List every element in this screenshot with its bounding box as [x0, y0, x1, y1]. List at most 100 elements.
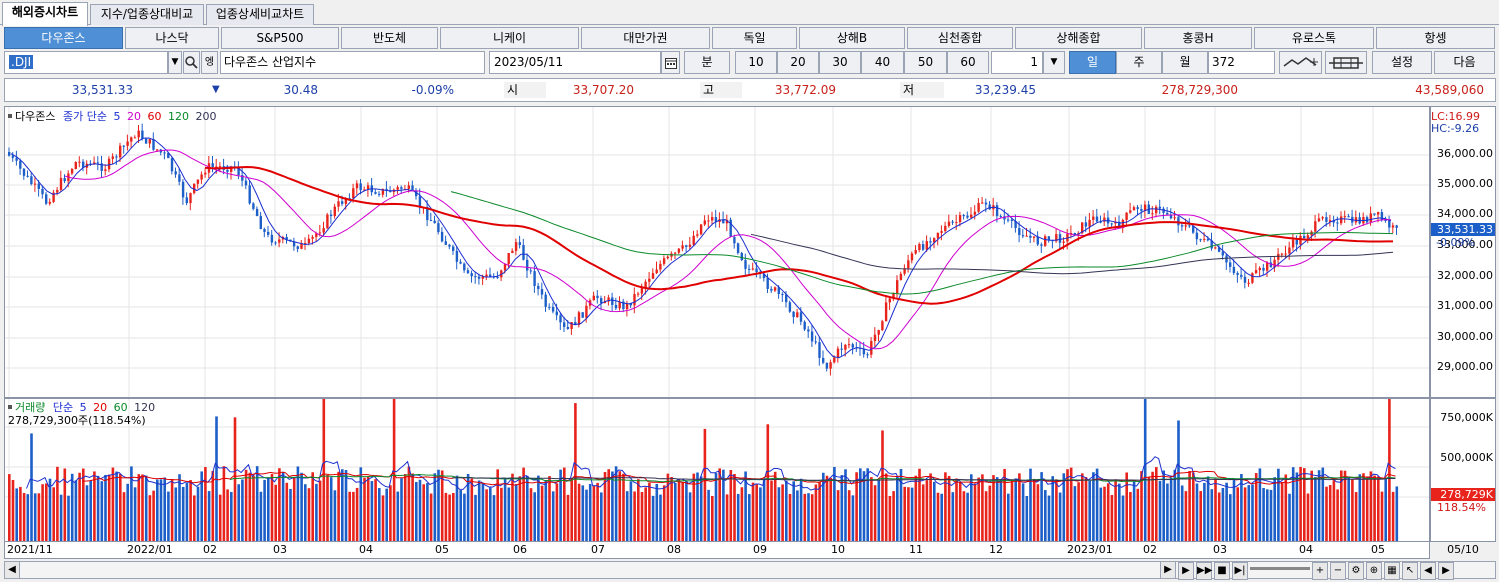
candle	[729, 219, 732, 237]
weekly-button[interactable]: 주	[1116, 51, 1162, 74]
skip-icon[interactable]: ▶|	[1232, 562, 1248, 580]
candle	[1328, 220, 1332, 222]
next-button[interactable]: 다음	[1434, 51, 1495, 74]
candle	[995, 205, 999, 217]
index-button-taiwan[interactable]: 대만가권	[581, 27, 710, 49]
index-button-shanghai[interactable]: 상해종합	[1015, 27, 1142, 49]
scroll-right-icon[interactable]: ▶	[1160, 561, 1176, 579]
volume-bar	[115, 471, 118, 541]
scroll-left-icon[interactable]: ◀	[4, 561, 20, 579]
volume-bar	[33, 493, 37, 541]
period-20-button[interactable]: 20	[777, 51, 819, 74]
index-button-semiconductor[interactable]: 반도체	[341, 27, 438, 49]
candle	[681, 245, 684, 249]
candle	[267, 231, 270, 235]
candle	[958, 215, 962, 223]
speed-slider[interactable]	[1250, 567, 1310, 570]
index-button-hongkong-h[interactable]: 홍콩H	[1144, 27, 1252, 49]
candle	[984, 202, 988, 205]
date-input[interactable]: 2023/05/11	[489, 51, 661, 74]
chart-type-icon[interactable]	[1279, 51, 1322, 74]
volume-bar	[537, 475, 540, 541]
symbol-dropdown-icon[interactable]: ▼	[168, 51, 182, 74]
index-button-nikkei[interactable]: 니케이	[440, 27, 579, 49]
candle	[1210, 240, 1213, 249]
volume-bar	[218, 494, 222, 541]
candle	[637, 293, 640, 295]
gear-icon[interactable]: ⚙	[1348, 562, 1364, 580]
index-button-germany[interactable]: 독일	[712, 27, 797, 49]
index-button-nasdaq[interactable]: 나스닥	[125, 27, 219, 49]
volume-bar	[1325, 486, 1328, 541]
indicator-icon[interactable]	[1325, 51, 1367, 74]
candle	[651, 273, 655, 279]
daily-button[interactable]: 일	[1069, 51, 1116, 74]
tab-sector-detail[interactable]: 업종상세비교차트	[206, 4, 314, 25]
candle	[59, 178, 63, 190]
stop-icon[interactable]: ■	[1214, 562, 1230, 580]
candle	[278, 239, 281, 243]
volume-chart-pane[interactable]	[4, 398, 1430, 542]
period-10-button[interactable]: 10	[735, 51, 777, 74]
minute-button[interactable]: 분	[684, 51, 730, 74]
volume-bar	[322, 399, 326, 541]
candle	[507, 252, 510, 265]
multiplier-dropdown-icon[interactable]: ▼	[1043, 51, 1065, 74]
volume-bar	[1018, 473, 1021, 541]
favorite-icon[interactable]: 엥	[201, 51, 218, 74]
tab-index-relative[interactable]: 지수/업종상대비교	[90, 4, 204, 25]
x-tick: 09	[753, 543, 767, 556]
search-icon[interactable]	[183, 51, 200, 74]
period-40-button[interactable]: 40	[861, 51, 904, 74]
period-30-button[interactable]: 30	[819, 51, 861, 74]
period-50-button[interactable]: 50	[904, 51, 947, 74]
volume-bar	[452, 492, 455, 541]
volume-bar	[400, 478, 403, 541]
index-button-eurostoxx[interactable]: 유로스톡	[1254, 27, 1374, 49]
volume-bar	[888, 495, 892, 541]
volume-bar	[629, 481, 633, 541]
volume-bar	[662, 485, 666, 541]
volume-bar	[82, 468, 85, 541]
index-button-shenzhen[interactable]: 심천종합	[907, 27, 1013, 49]
cursor-icon[interactable]: ↖	[1402, 562, 1418, 580]
symbol-name-field: 다우존스 산업지수	[220, 51, 485, 74]
volume-y-tick: 500,000K	[1440, 451, 1493, 464]
volume-bar	[67, 495, 70, 541]
settings-button[interactable]: 설정	[1372, 51, 1432, 74]
candle	[1354, 217, 1358, 223]
candle	[111, 156, 114, 159]
scroll-end-right-icon[interactable]: ▶	[1438, 562, 1454, 580]
zoom-out-icon[interactable]: −	[1330, 562, 1346, 580]
volume-bar	[503, 478, 507, 541]
count-input[interactable]: 372	[1208, 51, 1275, 74]
monthly-button[interactable]: 월	[1162, 51, 1208, 74]
candle	[1325, 217, 1328, 222]
grid-icon[interactable]: ▦	[1384, 562, 1400, 580]
candle	[45, 194, 48, 204]
volume-bar	[559, 469, 562, 541]
symbol-input[interactable]: .DJI	[4, 51, 168, 74]
volume-bar	[622, 473, 625, 541]
index-button-sp500[interactable]: S&P500	[221, 27, 339, 49]
candle	[300, 243, 303, 249]
candle	[389, 190, 392, 193]
tab-overseas-chart[interactable]: 해외증시차트	[2, 2, 88, 26]
candle	[1225, 255, 1228, 263]
index-button-dow[interactable]: 다우존스	[4, 27, 123, 49]
price-chart-pane[interactable]	[4, 106, 1430, 398]
index-button-hangseng[interactable]: 항셍	[1376, 27, 1495, 49]
scroll-end-left-icon[interactable]: ◀	[1420, 562, 1436, 580]
volume-bar	[37, 493, 41, 541]
volume-bar	[1166, 483, 1169, 541]
calendar-icon[interactable]	[661, 51, 680, 74]
fast-forward-icon[interactable]: ▶▶	[1196, 562, 1212, 580]
play-icon[interactable]: ▶	[1178, 562, 1194, 580]
zoom-in-icon[interactable]: +	[1312, 562, 1328, 580]
candle	[574, 322, 577, 326]
volume-bar	[907, 487, 910, 541]
crosshair-icon[interactable]: ⊕	[1366, 562, 1382, 580]
index-button-shanghai-b[interactable]: 상해B	[799, 27, 905, 49]
period-60-button[interactable]: 60	[947, 51, 989, 74]
multiplier-input[interactable]: 1	[991, 51, 1043, 74]
